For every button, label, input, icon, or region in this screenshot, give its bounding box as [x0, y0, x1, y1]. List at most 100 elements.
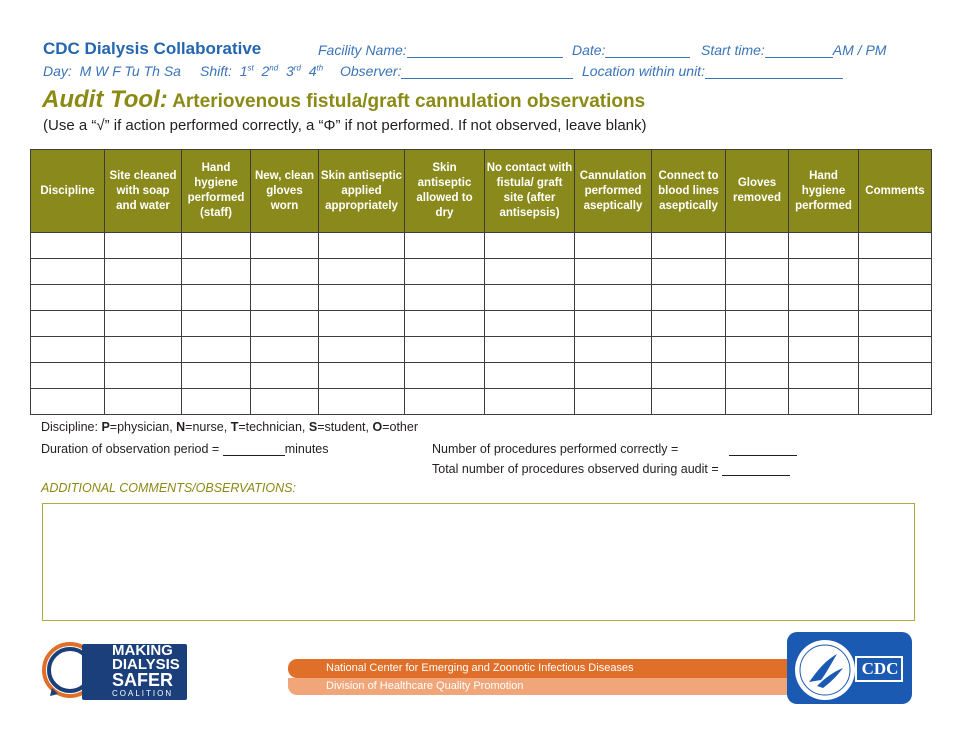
table-cell[interactable] — [788, 336, 859, 363]
table-cell[interactable] — [104, 336, 182, 363]
table-cell[interactable] — [30, 232, 105, 259]
table-cell[interactable] — [404, 310, 485, 337]
table-cell[interactable] — [181, 284, 251, 311]
table-cell[interactable] — [318, 310, 405, 337]
table-cell[interactable] — [404, 258, 485, 285]
table-cell[interactable] — [858, 258, 932, 285]
date-field[interactable]: Date: — [572, 42, 691, 58]
shift-1[interactable]: 1st — [239, 63, 254, 79]
duration-field[interactable]: Duration of observation period = minutes — [41, 442, 329, 456]
table-cell[interactable] — [725, 362, 789, 389]
table-cell[interactable] — [30, 310, 105, 337]
start-time-field[interactable]: Start time: AM / PM — [701, 42, 887, 58]
table-cell[interactable] — [788, 284, 859, 311]
table-cell[interactable] — [858, 362, 932, 389]
table-cell[interactable] — [30, 388, 105, 415]
table-cell[interactable] — [725, 232, 789, 259]
table-cell[interactable] — [318, 284, 405, 311]
table-cell[interactable] — [104, 232, 182, 259]
table-cell[interactable] — [318, 258, 405, 285]
table-cell[interactable] — [651, 232, 726, 259]
table-cell[interactable] — [404, 362, 485, 389]
table-cell[interactable] — [788, 388, 859, 415]
table-cell[interactable] — [250, 336, 319, 363]
table-cell[interactable] — [250, 258, 319, 285]
table-cell[interactable] — [651, 388, 726, 415]
table-cell[interactable] — [484, 336, 575, 363]
table-cell[interactable] — [250, 362, 319, 389]
table-cell[interactable] — [318, 362, 405, 389]
table-cell[interactable] — [181, 388, 251, 415]
day-options[interactable]: M W F Tu Th Sa — [79, 63, 181, 79]
table-cell[interactable] — [250, 310, 319, 337]
table-cell[interactable] — [858, 310, 932, 337]
table-cell[interactable] — [404, 388, 485, 415]
table-cell[interactable] — [104, 362, 182, 389]
table-cell[interactable] — [788, 310, 859, 337]
shift-2[interactable]: 2nd — [261, 63, 279, 79]
location-field[interactable]: Location within unit: — [582, 63, 843, 79]
table-cell[interactable] — [404, 336, 485, 363]
table-cell[interactable] — [725, 336, 789, 363]
table-cell[interactable] — [250, 388, 319, 415]
table-cell[interactable] — [484, 362, 575, 389]
table-cell[interactable] — [858, 232, 932, 259]
day-field[interactable]: Day: M W F Tu Th Sa — [43, 63, 181, 79]
table-cell[interactable] — [30, 284, 105, 311]
table-cell[interactable] — [104, 388, 182, 415]
table-cell[interactable] — [30, 362, 105, 389]
table-cell[interactable] — [574, 336, 652, 363]
table-cell[interactable] — [574, 232, 652, 259]
table-cell[interactable] — [484, 284, 575, 311]
shift-3[interactable]: 3rd — [285, 63, 301, 79]
table-cell[interactable] — [181, 310, 251, 337]
table-cell[interactable] — [858, 388, 932, 415]
procedures-total-field[interactable]: Total number of procedures observed duri… — [432, 462, 791, 476]
table-cell[interactable] — [725, 388, 789, 415]
table-cell[interactable] — [104, 284, 182, 311]
table-cell[interactable] — [651, 336, 726, 363]
table-cell[interactable] — [404, 232, 485, 259]
table-cell[interactable] — [725, 258, 789, 285]
table-cell[interactable] — [788, 258, 859, 285]
table-cell[interactable] — [651, 284, 726, 311]
table-cell[interactable] — [574, 388, 652, 415]
table-cell[interactable] — [181, 232, 251, 259]
table-cell[interactable] — [858, 284, 932, 311]
table-cell[interactable] — [484, 388, 575, 415]
table-cell[interactable] — [484, 258, 575, 285]
table-cell[interactable] — [574, 284, 652, 311]
table-cell[interactable] — [181, 362, 251, 389]
table-cell[interactable] — [651, 258, 726, 285]
table-cell[interactable] — [181, 258, 251, 285]
table-cell[interactable] — [30, 336, 105, 363]
table-cell[interactable] — [484, 310, 575, 337]
table-cell[interactable] — [651, 362, 726, 389]
table-cell[interactable] — [574, 362, 652, 389]
table-cell[interactable] — [484, 232, 575, 259]
table-cell[interactable] — [788, 362, 859, 389]
shift-4[interactable]: 4th — [308, 63, 324, 79]
table-cell[interactable] — [318, 232, 405, 259]
table-cell[interactable] — [181, 336, 251, 363]
table-cell[interactable] — [788, 232, 859, 259]
procedures-correct-field[interactable]: Number of procedures performed correctly… — [432, 442, 798, 456]
observer-field[interactable]: Observer: — [340, 63, 574, 79]
table-cell[interactable] — [725, 284, 789, 311]
table-cell[interactable] — [858, 336, 932, 363]
table-cell[interactable] — [574, 310, 652, 337]
table-cell[interactable] — [318, 388, 405, 415]
table-cell[interactable] — [574, 258, 652, 285]
table-cell[interactable] — [404, 284, 485, 311]
facility-name-field[interactable]: Facility Name: — [318, 42, 563, 58]
table-cell[interactable] — [250, 232, 319, 259]
additional-comments-box[interactable] — [42, 503, 915, 621]
table-cell[interactable] — [318, 336, 405, 363]
table-cell[interactable] — [104, 258, 182, 285]
table-cell[interactable] — [651, 310, 726, 337]
table-cell[interactable] — [104, 310, 182, 337]
shift-field[interactable]: Shift: 1st 2nd 3rd 4th — [200, 63, 324, 79]
table-cell[interactable] — [30, 258, 105, 285]
table-cell[interactable] — [250, 284, 319, 311]
table-cell[interactable] — [725, 310, 789, 337]
